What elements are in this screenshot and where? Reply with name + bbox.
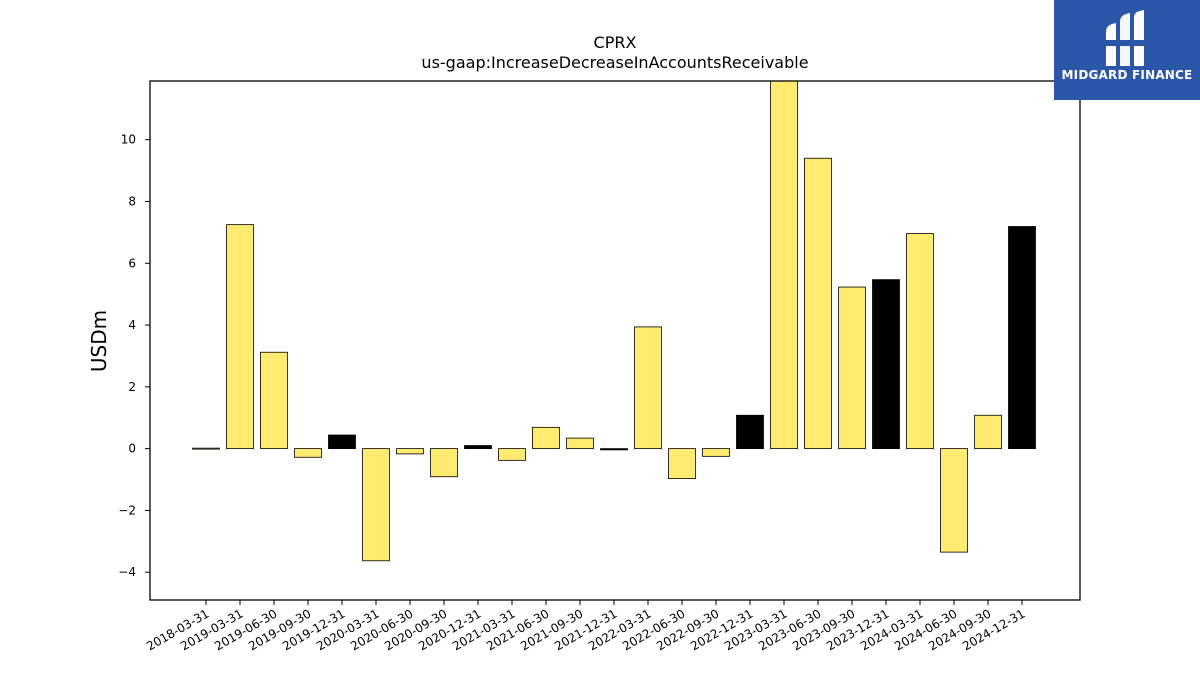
logo-mark-icon <box>1104 10 1146 66</box>
y-axis-label: USDm <box>87 310 111 372</box>
bar-2020-06-30 <box>396 448 424 455</box>
bar-2019-12-31 <box>328 434 356 450</box>
chart-title: CPRX <box>594 33 637 52</box>
y-tick-label: 0 <box>128 442 136 456</box>
chart-subtitle: us-gaap:IncreaseDecreaseInAccountsReceiv… <box>421 53 808 72</box>
y-tick-label: −2 <box>118 503 136 517</box>
bar-2020-03-31 <box>362 448 390 562</box>
plot-frame <box>149 80 1081 601</box>
bar-2022-03-31 <box>634 326 662 450</box>
y-axis: −4 −2 0 2 4 6 8 10 <box>118 133 150 579</box>
bar-2020-12-31 <box>464 445 492 450</box>
bar-2021-12-31 <box>600 448 628 451</box>
y-tick-label: −4 <box>118 565 136 579</box>
bar-2018-03-31 <box>192 447 220 450</box>
bar-2023-03-31 <box>770 80 798 450</box>
bar-2022-12-31 <box>736 414 764 450</box>
bar-2024-12-31 <box>1008 226 1036 450</box>
bars <box>192 80 1036 562</box>
y-tick-label: 6 <box>128 256 136 270</box>
bar-2023-12-31 <box>872 279 900 450</box>
bar-2022-06-30 <box>668 448 696 479</box>
bar-2024-03-31 <box>906 233 934 450</box>
bar-2021-06-30 <box>532 426 560 450</box>
bar-2024-06-30 <box>940 448 968 553</box>
x-axis: 2018-03-312019-03-312019-06-302019-09-30… <box>144 600 1028 653</box>
bar-2022-09-30 <box>702 448 730 457</box>
bar-2023-09-30 <box>838 286 866 450</box>
y-tick-label: 4 <box>128 318 136 332</box>
y-tick-label: 10 <box>121 133 136 147</box>
bar-2021-03-31 <box>498 448 526 461</box>
bar-2024-09-30 <box>974 414 1002 450</box>
midgard-finance-logo: MIDGARD FINANCE <box>1054 0 1200 100</box>
y-tick-label: 8 <box>128 194 136 208</box>
bar-2019-09-30 <box>294 448 322 458</box>
bar-2019-06-30 <box>260 351 288 450</box>
bar-2023-06-30 <box>804 157 832 450</box>
bar-2020-09-30 <box>430 448 458 478</box>
logo-text: MIDGARD FINANCE <box>1061 68 1193 82</box>
bar-2021-09-30 <box>566 437 594 450</box>
y-tick-label: 2 <box>128 380 136 394</box>
bar-2019-03-31 <box>226 224 254 450</box>
